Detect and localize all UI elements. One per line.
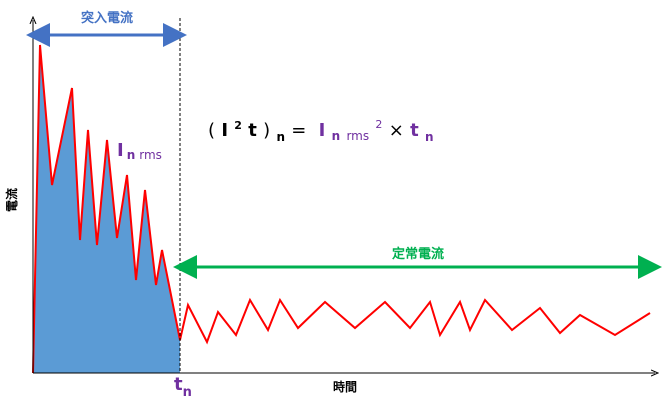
tn-sub: n [183, 385, 192, 400]
formula-part: I [221, 120, 228, 141]
formula-part: n [276, 130, 285, 144]
inrush-area [33, 45, 180, 373]
formula-part: 2 [375, 118, 382, 131]
formula: ( I 2 t ) n = I n rms 2 × t n [208, 112, 434, 146]
steady-label: 定常電流 [391, 246, 444, 262]
formula-part: 2 [234, 119, 242, 132]
y-axis-label: 電流 [4, 188, 19, 212]
inrush-label: 突入電流 [81, 10, 133, 26]
formula-part: I [319, 120, 326, 141]
formula-part: n [425, 130, 434, 144]
tn-main: t [174, 374, 183, 395]
tn-label: tn [174, 374, 192, 400]
formula-part: ( [208, 120, 215, 141]
x-axis-label: 時間 [333, 379, 357, 394]
formula-part: t [410, 120, 419, 141]
formula-part: × [389, 120, 404, 141]
irms-main: I [117, 140, 124, 161]
irms-sub2: rms [139, 148, 162, 162]
irms-sub: n [127, 148, 136, 162]
formula-part: ) [263, 120, 270, 141]
current-waveform [32, 44, 651, 374]
formula-part: rms [346, 129, 369, 143]
formula-part: t [248, 120, 257, 141]
formula-part: = [291, 120, 306, 141]
formula-part: n [332, 129, 341, 143]
